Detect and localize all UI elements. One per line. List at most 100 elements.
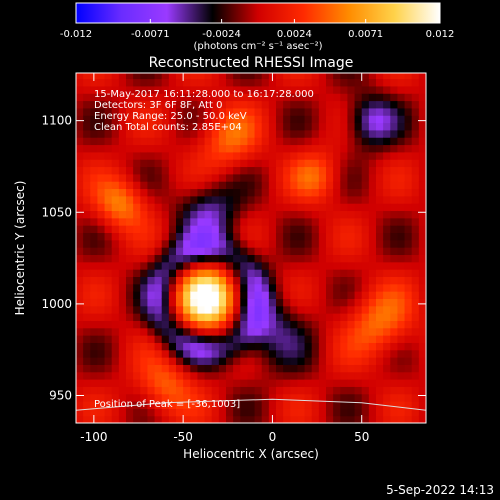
- heatmap-cell: [97, 269, 106, 277]
- heatmap-cell: [254, 261, 263, 270]
- heatmap-cell: [376, 129, 384, 138]
- heatmap-cell: [418, 107, 426, 116]
- heatmap-cell: [111, 283, 120, 292]
- heatmap-cell: [211, 327, 220, 336]
- heatmap-cell: [147, 151, 156, 160]
- heatmap-cell: [290, 335, 299, 343]
- heatmap-cell: [283, 203, 291, 212]
- heatmap-cell: [283, 349, 291, 358]
- heatmap-cell: [383, 93, 391, 102]
- heatmap-cell: [83, 291, 91, 299]
- heatmap-cell: [133, 269, 141, 277]
- heatmap-cell: [297, 73, 306, 80]
- heatmap-cell: [276, 291, 284, 299]
- heatmap-cell: [340, 173, 349, 182]
- heatmap-cell: [211, 217, 220, 226]
- heatmap-cell: [333, 393, 341, 402]
- heatmap-cell: [76, 210, 84, 219]
- heatmap-cell: [154, 78, 163, 87]
- heatmap-cell: [254, 379, 263, 387]
- heatmap-cell: [161, 225, 170, 234]
- heatmap-cell: [347, 401, 356, 409]
- heatmap-cell: [226, 203, 234, 212]
- heatmap-cell: [276, 122, 284, 131]
- heatmap-cell: [133, 210, 141, 219]
- heatmap-cell: [304, 115, 313, 124]
- heatmap-cell: [197, 188, 206, 197]
- heatmap-cell: [168, 254, 177, 263]
- heatmap-cell: [376, 283, 384, 292]
- heatmap-cell: [404, 239, 413, 248]
- heatmap-cell: [118, 349, 127, 358]
- heatmap-cell: [397, 291, 406, 299]
- heatmap-cell: [218, 276, 227, 285]
- heatmap-cell: [161, 327, 170, 336]
- heatmap-cell: [126, 408, 134, 417]
- heatmap-cell: [333, 210, 341, 219]
- heatmap-cell: [390, 210, 399, 219]
- heatmap-cell: [333, 357, 341, 365]
- heatmap-cell: [176, 401, 184, 409]
- heatmap-cell: [254, 386, 263, 395]
- heatmap-cell: [311, 335, 320, 343]
- heatmap-cell: [197, 232, 206, 241]
- heatmap-cell: [318, 151, 327, 160]
- heatmap-cell: [111, 415, 120, 423]
- heatmap-cell: [261, 115, 270, 124]
- heatmap-cell: [297, 144, 306, 153]
- heatmap-cell: [404, 181, 413, 190]
- heatmap-cell: [261, 371, 270, 380]
- heatmap-cell: [283, 357, 291, 365]
- heatmap-cell: [347, 78, 356, 87]
- heatmap-cell: [90, 137, 99, 146]
- heatmap-cell: [297, 313, 306, 321]
- heatmap-cell: [354, 85, 363, 94]
- heatmap-cell: [218, 415, 227, 423]
- heatmap-cell: [154, 137, 163, 146]
- x-tick-label: 50: [354, 430, 369, 444]
- heatmap-cell: [247, 357, 256, 365]
- heatmap-cell: [233, 166, 241, 175]
- heatmap-cell: [276, 247, 284, 256]
- heatmap-cell: [361, 93, 370, 102]
- heatmap-cell: [254, 107, 263, 116]
- heatmap-cell: [247, 261, 256, 270]
- heatmap-cell: [354, 379, 363, 387]
- heatmap-cell: [376, 93, 384, 102]
- heatmap-cell: [376, 166, 384, 175]
- heatmap-cell: [183, 239, 191, 248]
- heatmap-cell: [283, 415, 291, 423]
- heatmap-cell: [190, 107, 199, 116]
- heatmap-cell: [283, 85, 291, 94]
- heatmap-cell: [133, 349, 141, 358]
- heatmap-cell: [183, 276, 191, 285]
- heatmap-cell: [97, 107, 106, 116]
- heatmap-cell: [133, 393, 141, 402]
- heatmap-cell: [326, 129, 334, 138]
- heatmap-cell: [268, 320, 277, 329]
- heatmap-cell: [183, 188, 191, 197]
- heatmap-cell: [147, 144, 156, 153]
- heatmap-cell: [347, 349, 356, 358]
- heatmap-cell: [326, 254, 334, 263]
- heatmap-cell: [161, 73, 170, 80]
- heatmap-cell: [390, 247, 399, 256]
- heatmap-cell: [340, 100, 349, 109]
- heatmap-cell: [97, 232, 106, 241]
- heatmap-cell: [190, 122, 199, 131]
- heatmap-cell: [418, 261, 426, 270]
- heatmap-cell: [247, 401, 256, 409]
- heatmap-cell: [390, 188, 399, 197]
- heatmap-cell: [118, 276, 127, 285]
- heatmap-cell: [168, 151, 177, 160]
- heatmap-cell: [161, 173, 170, 182]
- heatmap-cell: [118, 320, 127, 329]
- heatmap-cell: [240, 357, 249, 365]
- heatmap-cell: [140, 210, 149, 219]
- heatmap-cell: [411, 283, 420, 292]
- heatmap-cell: [226, 188, 234, 197]
- colorbar: -0.012 -0.0071 -0.0024 0.0024 0.0071 0.012 (p…: [60, 2, 454, 52]
- heatmap-cell: [76, 357, 84, 365]
- heatmap-cell: [97, 137, 106, 146]
- heatmap-cell: [268, 115, 277, 124]
